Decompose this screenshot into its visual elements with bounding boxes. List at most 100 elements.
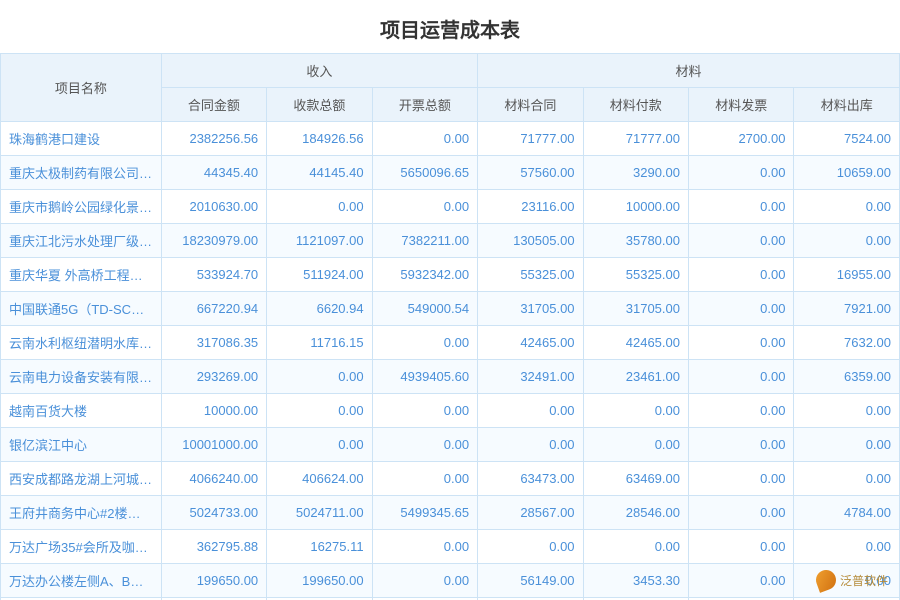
value-cell: 0.00 [689,292,794,326]
value-cell: 0.00 [689,326,794,360]
table-row: 云南电力设备安装有限公司20293269.000.004939405.60324… [1,360,900,394]
value-cell: 0.00 [372,326,477,360]
project-name-cell[interactable]: 重庆江北污水处理厂级改造工 [1,224,162,258]
value-cell: 55325.00 [478,258,583,292]
value-cell: 3453.30 [583,564,688,598]
value-cell: 293269.00 [161,360,266,394]
project-name-cell[interactable]: 云南水利枢纽潜明水库一期工 [1,326,162,360]
value-cell: 7632.00 [794,326,900,360]
value-cell: 6620.94 [267,292,372,326]
project-name-cell[interactable]: 银亿滨江中心 [1,428,162,462]
cost-table: 项目名称 收入 材料 合同金额 收款总额 开票总额 材料合同 材料付款 材料发票… [0,53,900,600]
project-name-cell[interactable]: 云南电力设备安装有限公司20 [1,360,162,394]
value-cell: 28567.00 [478,496,583,530]
project-name-cell[interactable]: 珠海鹤港口建设 [1,122,162,156]
watermark-text: 泛普软件 [840,572,888,589]
value-cell: 5499345.65 [372,496,477,530]
value-cell: 0.00 [372,394,477,428]
table-row: 王府井商务中心#2楼遗留工程5024733.005024711.00549934… [1,496,900,530]
value-cell: 35780.00 [583,224,688,258]
value-cell: 10000.00 [583,190,688,224]
value-cell: 0.00 [267,394,372,428]
value-cell: 130505.00 [478,224,583,258]
table-row: 重庆华夏 外高桥工程设备533924.70511924.005932342.00… [1,258,900,292]
project-name-cell[interactable]: 王府井商务中心#2楼遗留工程 [1,496,162,530]
col-header: 开票总额 [372,88,477,122]
value-cell: 11716.15 [267,326,372,360]
project-name-cell[interactable]: 中国联通5G（TD-SCDMA）国 [1,292,162,326]
col-group-material: 材料 [478,54,900,88]
value-cell: 0.00 [689,190,794,224]
value-cell: 362795.88 [161,530,266,564]
value-cell: 0.00 [372,428,477,462]
value-cell: 10001000.00 [161,428,266,462]
value-cell: 57560.00 [478,156,583,190]
value-cell: 28546.00 [583,496,688,530]
value-cell: 0.00 [689,428,794,462]
value-cell: 63473.00 [478,462,583,496]
value-cell: 0.00 [478,394,583,428]
value-cell: 42465.00 [478,326,583,360]
table-row: 万达办公楼左侧A、B办公楼装199650.00199650.000.005614… [1,564,900,598]
value-cell: 0.00 [372,564,477,598]
value-cell: 533924.70 [161,258,266,292]
watermark: 泛普软件 [816,570,888,590]
project-name-cell[interactable]: 重庆太极制药有限公司亳州中 [1,156,162,190]
value-cell: 31705.00 [478,292,583,326]
project-name-cell[interactable]: 万达办公楼左侧A、B办公楼装 [1,564,162,598]
project-name-cell[interactable]: 重庆市鹅岭公园绿化景观提升 [1,190,162,224]
logo-icon [816,570,836,590]
table-row: 云南水利枢纽潜明水库一期工317086.3511716.150.0042465.… [1,326,900,360]
project-name-cell[interactable]: 万达广场35#会所及咖啡厅空 [1,530,162,564]
value-cell: 10659.00 [794,156,900,190]
project-name-cell[interactable]: 重庆华夏 外高桥工程设备 [1,258,162,292]
col-header-project: 项目名称 [1,54,162,122]
table-row: 万达广场35#会所及咖啡厅空362795.8816275.110.000.000… [1,530,900,564]
value-cell: 44345.40 [161,156,266,190]
table-row: 银亿滨江中心10001000.000.000.000.000.000.000.0… [1,428,900,462]
value-cell: 23461.00 [583,360,688,394]
value-cell: 5650096.65 [372,156,477,190]
value-cell: 6359.00 [794,360,900,394]
value-cell: 0.00 [478,530,583,564]
value-cell: 63469.00 [583,462,688,496]
value-cell: 0.00 [689,394,794,428]
table-row: 西安成都路龙湖上河城项目4066240.00406624.000.0063473… [1,462,900,496]
value-cell: 71777.00 [583,122,688,156]
col-header: 材料出库 [794,88,900,122]
table-row: 中国联通5G（TD-SCDMA）国667220.946620.94549000.… [1,292,900,326]
value-cell: 5024733.00 [161,496,266,530]
value-cell: 10000.00 [161,394,266,428]
value-cell: 0.00 [689,224,794,258]
value-cell: 18230979.00 [161,224,266,258]
table-row: 重庆江北污水处理厂级改造工18230979.001121097.00738221… [1,224,900,258]
value-cell: 56149.00 [478,564,583,598]
value-cell: 23116.00 [478,190,583,224]
value-cell: 0.00 [583,530,688,564]
value-cell: 1121097.00 [267,224,372,258]
value-cell: 4939405.60 [372,360,477,394]
value-cell: 71777.00 [478,122,583,156]
value-cell: 32491.00 [478,360,583,394]
value-cell: 184926.56 [267,122,372,156]
value-cell: 199650.00 [267,564,372,598]
value-cell: 16275.11 [267,530,372,564]
project-name-cell[interactable]: 越南百货大楼 [1,394,162,428]
value-cell: 0.00 [689,530,794,564]
value-cell: 4784.00 [794,496,900,530]
value-cell: 0.00 [689,496,794,530]
col-header: 合同金额 [161,88,266,122]
value-cell: 7382211.00 [372,224,477,258]
value-cell: 0.00 [689,156,794,190]
project-name-cell[interactable]: 西安成都路龙湖上河城项目 [1,462,162,496]
value-cell: 4066240.00 [161,462,266,496]
value-cell: 3290.00 [583,156,688,190]
value-cell: 0.00 [794,462,900,496]
value-cell: 667220.94 [161,292,266,326]
table-row: 重庆太极制药有限公司亳州中44345.4044145.405650096.655… [1,156,900,190]
value-cell: 0.00 [689,564,794,598]
col-group-income: 收入 [161,54,477,88]
value-cell: 0.00 [372,530,477,564]
value-cell: 2382256.56 [161,122,266,156]
table-row: 珠海鹤港口建设2382256.56184926.560.0071777.0071… [1,122,900,156]
